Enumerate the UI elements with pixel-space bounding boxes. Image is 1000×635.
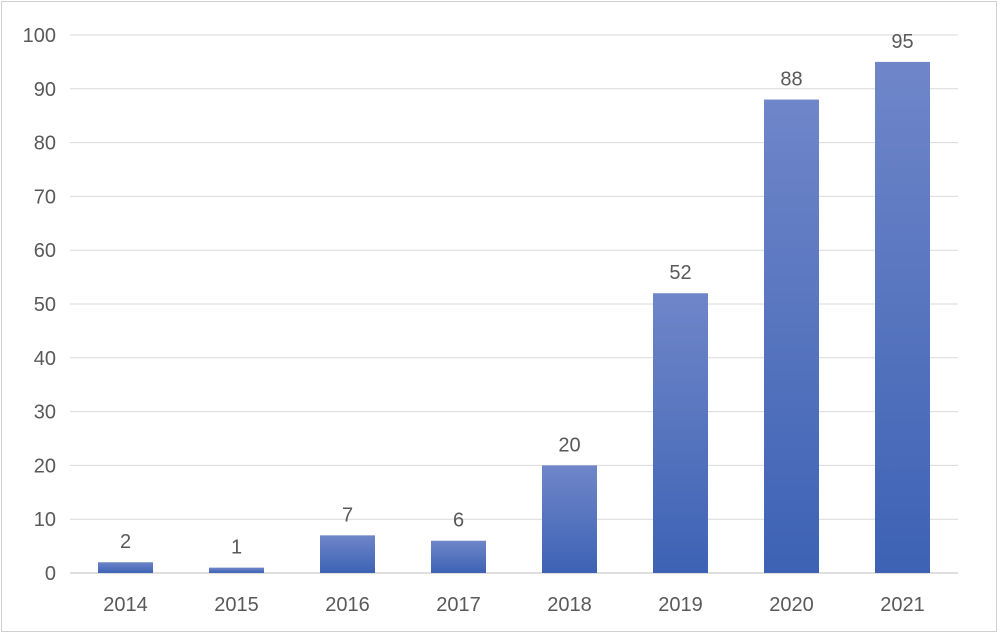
data-label-2021: 95 bbox=[891, 31, 913, 53]
x-axis-ticks: 2014 2015 2016 2017 2018 2019 2020 2021 bbox=[103, 594, 925, 616]
data-label-2020: 88 bbox=[780, 69, 802, 91]
y-tick-label: 90 bbox=[34, 79, 56, 101]
bar-2021 bbox=[875, 61, 930, 574]
y-tick-label: 30 bbox=[34, 402, 56, 424]
bars bbox=[98, 61, 930, 574]
bar-2020 bbox=[764, 99, 819, 573]
bar-2017 bbox=[431, 540, 486, 573]
x-tick-label: 2019 bbox=[658, 594, 703, 616]
y-tick-label: 40 bbox=[34, 348, 56, 370]
data-label-2014: 2 bbox=[120, 531, 131, 553]
x-tick-label: 2016 bbox=[325, 594, 370, 616]
y-tick-label: 100 bbox=[23, 25, 56, 47]
gridlines bbox=[70, 34, 958, 574]
data-label-2015: 1 bbox=[231, 537, 242, 559]
data-label-2018: 20 bbox=[558, 434, 580, 456]
y-axis-ticks: 0 10 20 30 40 50 60 70 80 90 100 bbox=[23, 25, 56, 585]
y-tick-label: 80 bbox=[34, 133, 56, 155]
x-tick-label: 2021 bbox=[880, 594, 925, 616]
data-labels: 2 1 7 6 20 52 88 95 bbox=[120, 31, 914, 559]
y-tick-label: 50 bbox=[34, 294, 56, 316]
y-tick-label: 10 bbox=[34, 509, 56, 531]
x-tick-label: 2017 bbox=[436, 594, 481, 616]
x-tick-label: 2015 bbox=[214, 594, 259, 616]
data-label-2019: 52 bbox=[669, 262, 691, 284]
bar-2014 bbox=[98, 562, 153, 573]
bar-2018 bbox=[542, 465, 597, 573]
data-label-2016: 7 bbox=[342, 504, 353, 526]
x-tick-label: 2020 bbox=[769, 594, 814, 616]
bar-2019 bbox=[653, 293, 708, 573]
x-tick-label: 2014 bbox=[103, 594, 148, 616]
y-tick-label: 0 bbox=[45, 563, 56, 585]
bar-2015 bbox=[209, 567, 264, 573]
y-tick-label: 70 bbox=[34, 186, 56, 208]
y-tick-label: 60 bbox=[34, 240, 56, 262]
x-tick-label: 2018 bbox=[547, 594, 592, 616]
y-tick-label: 20 bbox=[34, 455, 56, 477]
data-label-2017: 6 bbox=[453, 510, 464, 532]
bar-2016 bbox=[320, 535, 375, 573]
